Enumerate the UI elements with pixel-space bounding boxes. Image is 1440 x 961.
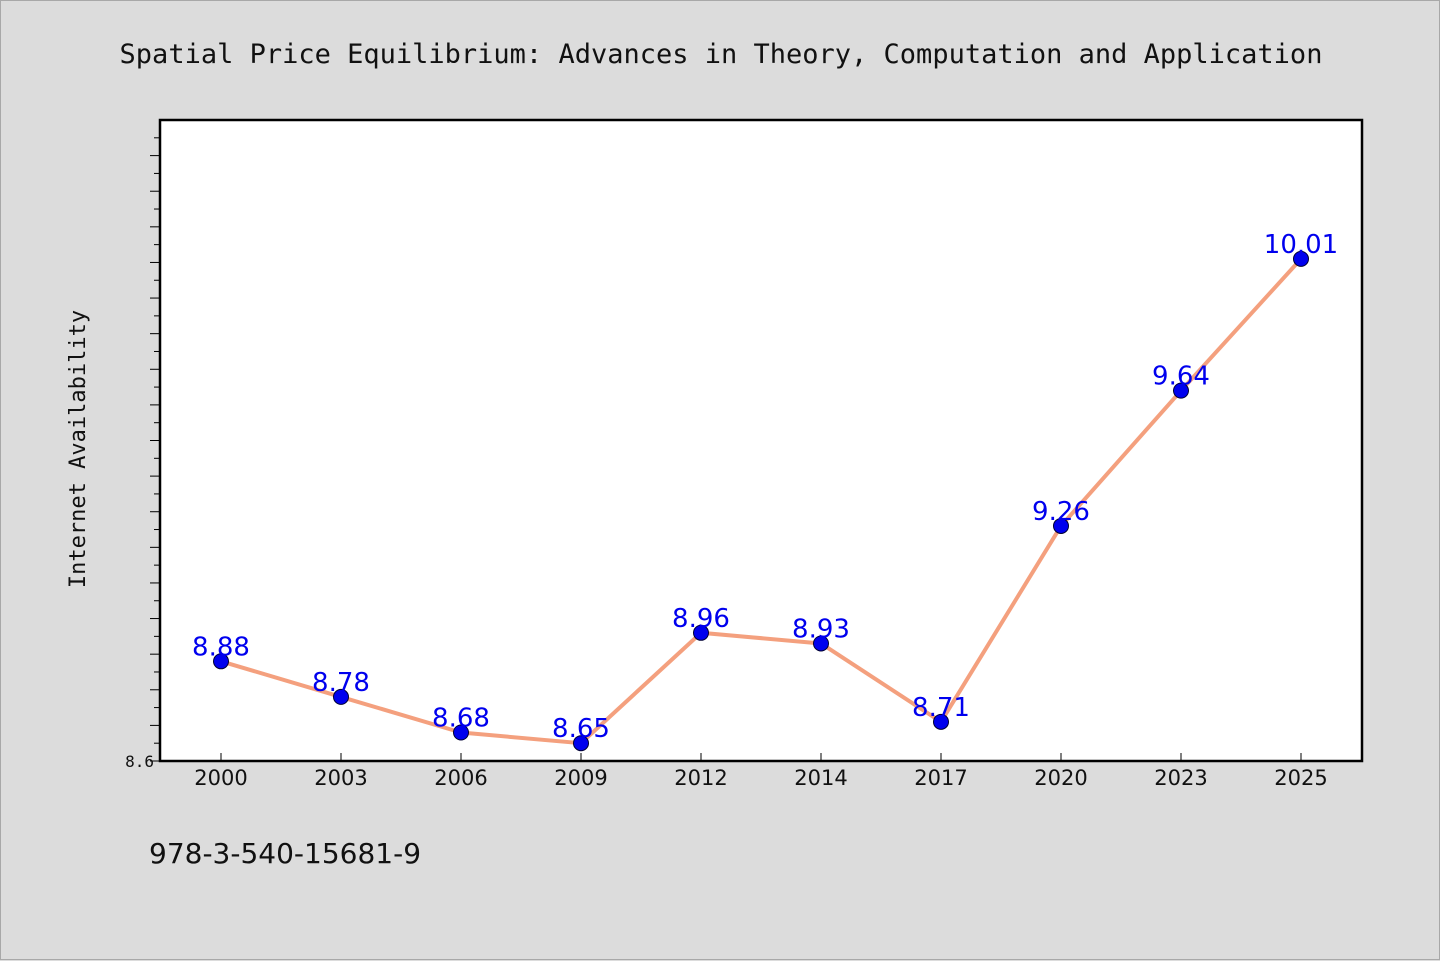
data-point: [813, 635, 829, 652]
footer-isbn: 978-3-540-15681-9: [149, 837, 421, 870]
data-labels: 8.88 8.78 8.68 8.65 8.96 8.93 8.71 9.26 9.64 10.0…: [192, 230, 1338, 744]
data-label: 9.26: [1032, 497, 1090, 527]
y-axis-label: Internet Availability: [66, 310, 91, 588]
x-tick-label: 2009: [554, 766, 607, 790]
data-point: [453, 724, 469, 741]
data-label: 10.01: [1264, 230, 1338, 260]
x-axis-ticks: 2000 2003 2006 2009 2012 2014 2017 2020 2023 2025: [194, 753, 1328, 790]
x-tick-label: 2000: [194, 766, 247, 790]
plot-area: [158, 118, 1364, 763]
x-tick-label: 2020: [1034, 766, 1087, 790]
data-point: [1173, 382, 1189, 399]
data-label: 8.68: [432, 704, 490, 734]
series-line: [219, 256, 1303, 746]
data-label: 9.64: [1152, 362, 1210, 392]
x-tick-label: 2003: [314, 766, 367, 790]
data-point: [1293, 250, 1309, 267]
data-label: 8.78: [312, 668, 370, 698]
data-label: 8.65: [552, 714, 610, 744]
x-tick-label: 2023: [1154, 766, 1207, 790]
data-point: [573, 735, 589, 752]
data-label: 8.93: [792, 614, 850, 644]
data-point: [1053, 517, 1069, 534]
data-label: 8.88: [192, 632, 250, 662]
data-point: [933, 713, 949, 730]
x-tick-label: 2017: [914, 766, 967, 790]
data-point: [333, 688, 349, 705]
data-label: 8.71: [912, 693, 970, 723]
data-point: [693, 624, 709, 641]
chart-title: Spatial Price Equilibrium: Advances in T…: [120, 39, 1323, 70]
x-tick-label: 2006: [434, 766, 487, 790]
data-points: [213, 250, 1309, 752]
y-tick-label: 8.6: [125, 752, 154, 771]
x-tick-label: 2025: [1274, 766, 1327, 790]
data-label: 8.96: [672, 604, 730, 634]
x-tick-label: 2014: [794, 766, 847, 790]
y-axis-ticks: 8.6: [125, 137, 160, 771]
data-point: [213, 653, 229, 670]
x-tick-label: 2012: [674, 766, 727, 790]
